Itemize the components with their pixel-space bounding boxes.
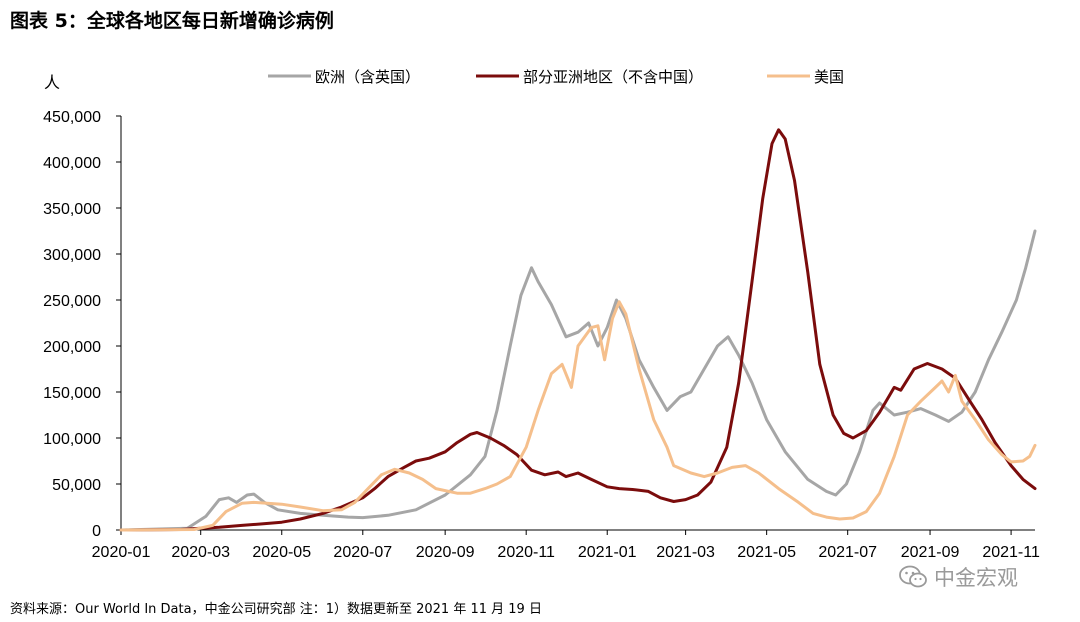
x-tick-label: 2020-05 <box>252 544 311 561</box>
legend-label: 美国 <box>814 68 844 86</box>
legend-item-2: 美国 <box>767 68 844 86</box>
y-tick-label: 350,000 <box>43 201 101 218</box>
x-tick-label: 2021-11 <box>982 544 1040 561</box>
series-line-0 <box>119 229 1037 532</box>
x-tick-label: 2020-09 <box>416 544 475 561</box>
x-tick-label: 2021-07 <box>818 544 877 561</box>
legend: 欧洲（含英国） 部分亚洲地区（不含中国） 美国 <box>268 68 844 86</box>
x-tick-label: 2021-01 <box>578 544 637 561</box>
y-axis: 0 50,000 100,000 150,000 200,000 250,000 300,0… <box>43 109 122 540</box>
legend-item-0: 欧洲（含英国） <box>268 68 420 86</box>
watermark: 中金宏观 <box>898 562 1018 592</box>
y-tick-label: 250,000 <box>43 293 101 310</box>
y-axis-unit-label: 人 <box>44 73 60 92</box>
series-lines <box>119 128 1037 532</box>
x-tick-label: 2020-03 <box>171 544 230 561</box>
chart-title: 图表 5：全球各地区每日新增确诊病例 <box>10 10 334 32</box>
y-tick-label: 450,000 <box>43 109 101 126</box>
x-tick-label: 2020-11 <box>497 544 555 561</box>
legend-label: 欧洲（含英国） <box>315 68 420 86</box>
x-axis: 2020-01 2020-03 2020-05 2020-07 2020-09 2020-… <box>92 529 1040 561</box>
x-tick-label: 2020-07 <box>333 544 392 561</box>
y-tick-label: 300,000 <box>43 247 101 264</box>
wechat-icon <box>899 565 927 588</box>
x-tick-label: 2021-03 <box>656 544 715 561</box>
y-tick-label: 150,000 <box>43 385 101 402</box>
series-line-1 <box>119 128 1037 532</box>
watermark-text: 中金宏观 <box>934 566 1018 590</box>
y-tick-label: 50,000 <box>52 477 101 494</box>
y-tick-label: 200,000 <box>43 339 101 356</box>
y-tick-label: 400,000 <box>43 155 101 172</box>
y-tick-label: 0 <box>92 523 101 540</box>
x-tick-label: 2021-09 <box>901 544 960 561</box>
x-tick-label: 2021-05 <box>737 544 796 561</box>
legend-item-1: 部分亚洲地区（不含中国） <box>476 68 703 86</box>
source-note: 资料来源：Our World In Data，中金公司研究部 注：1）数据更新至… <box>10 602 542 617</box>
y-tick-label: 100,000 <box>43 431 101 448</box>
x-tick-label: 2020-01 <box>92 544 151 561</box>
legend-label: 部分亚洲地区（不含中国） <box>523 68 703 86</box>
series-line-2 <box>119 300 1037 532</box>
